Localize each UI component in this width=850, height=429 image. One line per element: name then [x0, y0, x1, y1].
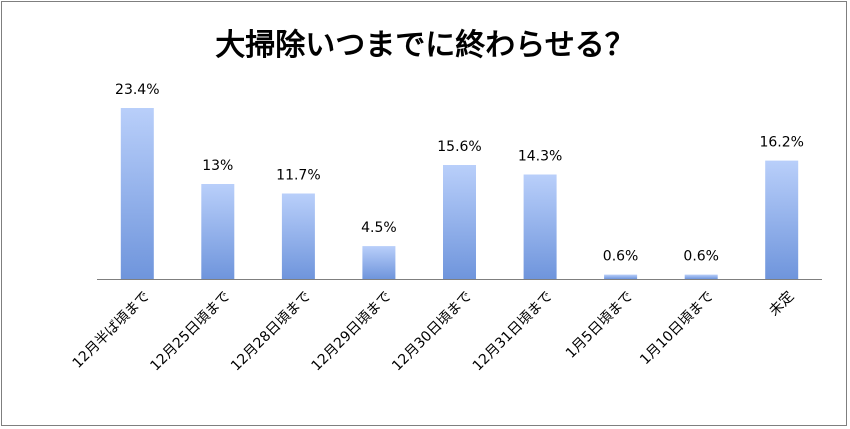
category-label-4: 12月30日頃まで [389, 288, 475, 374]
category-label-5: 12月31日頃まで [470, 288, 556, 374]
bar-5 [523, 174, 557, 279]
bar-0 [120, 108, 154, 279]
data-label-6: 0.6% [603, 249, 639, 265]
category-label-1: 12月25日頃まで [147, 288, 233, 374]
category-label-7: 1月10日頃まで [637, 288, 717, 368]
data-label-4: 15.6% [437, 139, 481, 155]
bar-4 [443, 165, 476, 279]
bar-3 [362, 246, 396, 279]
category-label-0: 12月半ば頃まで [70, 288, 153, 371]
data-label-7: 0.6% [683, 249, 719, 265]
data-label-3: 4.5% [361, 220, 397, 236]
category-label-8: 未定 [766, 288, 797, 319]
bar-1 [201, 184, 235, 279]
data-label-5: 14.3% [518, 149, 562, 165]
data-label-2: 11.7% [276, 168, 320, 184]
data-labels-group: 23.4% 13% 11.7% 4.5% 15.6% 14.3% 0.6% 0.6% 16.2% [115, 82, 804, 265]
bar-6 [604, 274, 638, 279]
data-label-8: 16.2% [759, 135, 803, 151]
bar-8 [765, 160, 799, 279]
data-label-1: 13% [202, 158, 233, 174]
category-label-3: 12月29日頃まで [309, 288, 395, 374]
bar-7 [684, 274, 718, 279]
data-label-0: 23.4% [115, 82, 159, 98]
bars-group [120, 108, 799, 279]
bar-2 [281, 193, 315, 279]
category-label-6: 1月5日頃まで [563, 288, 636, 361]
category-label-2: 12月28日頃まで [228, 288, 314, 374]
category-labels-group: 12月半ば頃まで12月25日頃まで12月28日頃まで12月29日頃まで12月30… [70, 288, 798, 374]
chart-title: 大掃除いつまでに終わらせる？ [215, 28, 635, 63]
